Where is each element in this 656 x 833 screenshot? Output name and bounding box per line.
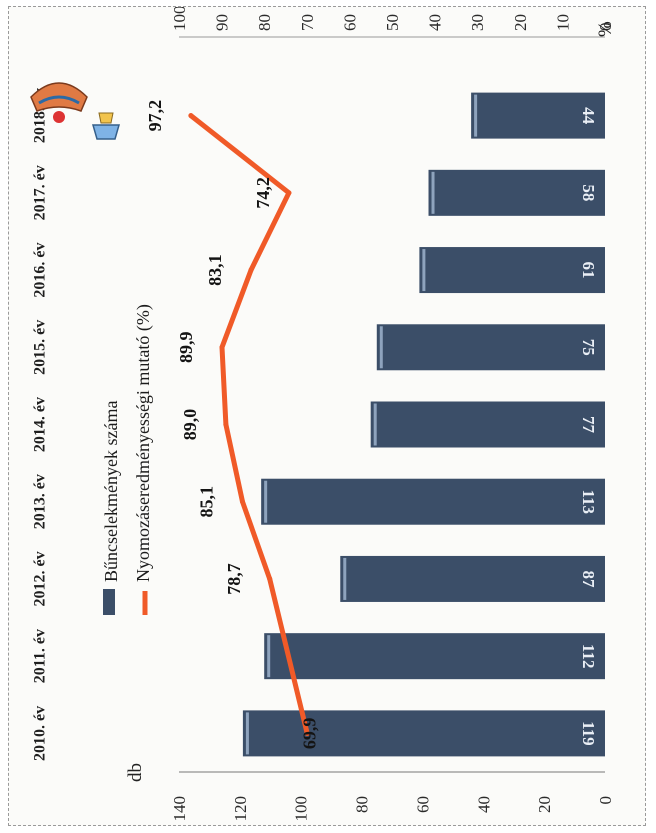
police-emblem-logo xyxy=(30,82,120,140)
line-point xyxy=(248,267,254,273)
line-value-label: 89,0 xyxy=(180,409,200,441)
bar-highlight xyxy=(343,557,347,600)
line-series-path xyxy=(188,113,310,736)
right-axis-unit-label: % xyxy=(595,21,616,37)
left-axis-tick-label: 60 xyxy=(413,796,432,813)
line-value-label: 69,9 xyxy=(299,718,319,750)
right-axis-tick-label: 30 xyxy=(468,14,487,31)
category-label: 2012. év xyxy=(32,551,49,606)
bar xyxy=(261,478,605,525)
right-axis-tick-label: 10 xyxy=(553,14,572,31)
right-axis-tick-label: 70 xyxy=(298,14,317,31)
bar-highlight xyxy=(264,480,268,523)
left-axis-tick-label: 40 xyxy=(474,796,493,813)
bar-value-label: 113 xyxy=(579,489,598,514)
left-axis-unit-label: db xyxy=(125,763,146,782)
bar xyxy=(471,92,605,139)
category-label: 2014. év xyxy=(32,397,49,452)
category-label: 2010. év xyxy=(32,706,49,761)
bar-highlight xyxy=(379,326,383,369)
left-axis-tick-label: 140 xyxy=(170,796,189,822)
bar xyxy=(419,247,605,294)
bar-value-label: 44 xyxy=(579,107,598,125)
bar-value-label: 112 xyxy=(579,644,598,669)
left-axis-tick-label: 20 xyxy=(535,796,554,813)
legend-bar-swatch xyxy=(103,589,115,615)
line-point xyxy=(219,344,225,350)
right-axis-tick-label: 50 xyxy=(383,14,402,31)
bar-value-label: 119 xyxy=(579,721,598,746)
bar-highlight xyxy=(474,94,478,137)
bar-value-label: 75 xyxy=(579,339,598,356)
line-point xyxy=(239,499,245,505)
line-value-label: 74,2 xyxy=(253,177,273,209)
line-point xyxy=(223,422,229,427)
legend-bar-label: Bűncselekmények száma xyxy=(101,401,121,582)
bar-value-label: 77 xyxy=(579,416,598,434)
right-axis-tick-label: 20 xyxy=(511,14,530,31)
bar-highlight xyxy=(267,635,271,678)
category-label: 2017. év xyxy=(32,165,49,220)
right-axis-tick-label: 100 xyxy=(170,7,189,31)
bar-highlight xyxy=(422,249,426,292)
line-value-label: 97,2 xyxy=(145,100,165,132)
bar-highlight xyxy=(431,171,435,214)
line-value-label: 89,9 xyxy=(176,332,196,364)
bar xyxy=(376,324,605,371)
left-axis-tick-label: 100 xyxy=(292,796,311,822)
line-value-label: 78,7 xyxy=(224,563,244,595)
bar-value-label: 58 xyxy=(579,184,598,201)
chart-frame: 0 20 40 60 80 100 120 140 db 0 10 20 30 40 50 60 70 80 90 1… xyxy=(8,6,646,826)
legend-line-label: Nyomozáseredményességi mutató (%) xyxy=(133,304,154,582)
right-axis-tick-label: 40 xyxy=(426,14,445,31)
bar-value-label: 61 xyxy=(579,262,598,279)
bar xyxy=(340,555,605,602)
left-axis-tick-label: 0 xyxy=(596,796,615,805)
bar xyxy=(264,633,605,680)
left-axis-tick-label: 80 xyxy=(353,796,372,813)
category-label: 2013. év xyxy=(32,474,49,529)
line-value-label: 85,1 xyxy=(197,486,217,518)
combo-chart: 0 20 40 60 80 100 120 140 db 0 10 20 30 40 50 60 70 80 90 1… xyxy=(30,7,616,822)
bar-highlight xyxy=(245,712,249,755)
line-value-label: 83,1 xyxy=(205,254,225,286)
bar xyxy=(242,710,605,757)
line-point xyxy=(304,730,310,736)
line-point xyxy=(267,576,273,582)
left-axis-tick-label: 120 xyxy=(231,796,250,822)
right-axis-tick-label: 90 xyxy=(213,14,232,31)
plot-area: 0 20 40 60 80 100 120 140 db 0 10 20 30 40 50 60 70 80 90 1… xyxy=(32,7,616,822)
category-label: 2015. év xyxy=(32,320,49,375)
right-axis-tick-label: 0 xyxy=(596,23,615,32)
right-axis-tick-label: 80 xyxy=(255,14,274,31)
bar xyxy=(428,169,605,216)
bar-highlight xyxy=(373,403,377,446)
category-label: 2011. év xyxy=(32,629,49,683)
category-label: 2016. év xyxy=(32,243,49,298)
bar xyxy=(370,401,605,448)
bar-value-label: 87 xyxy=(579,570,598,588)
line-point xyxy=(286,190,292,196)
right-axis-tick-label: 60 xyxy=(340,14,359,31)
line-point xyxy=(188,113,194,119)
